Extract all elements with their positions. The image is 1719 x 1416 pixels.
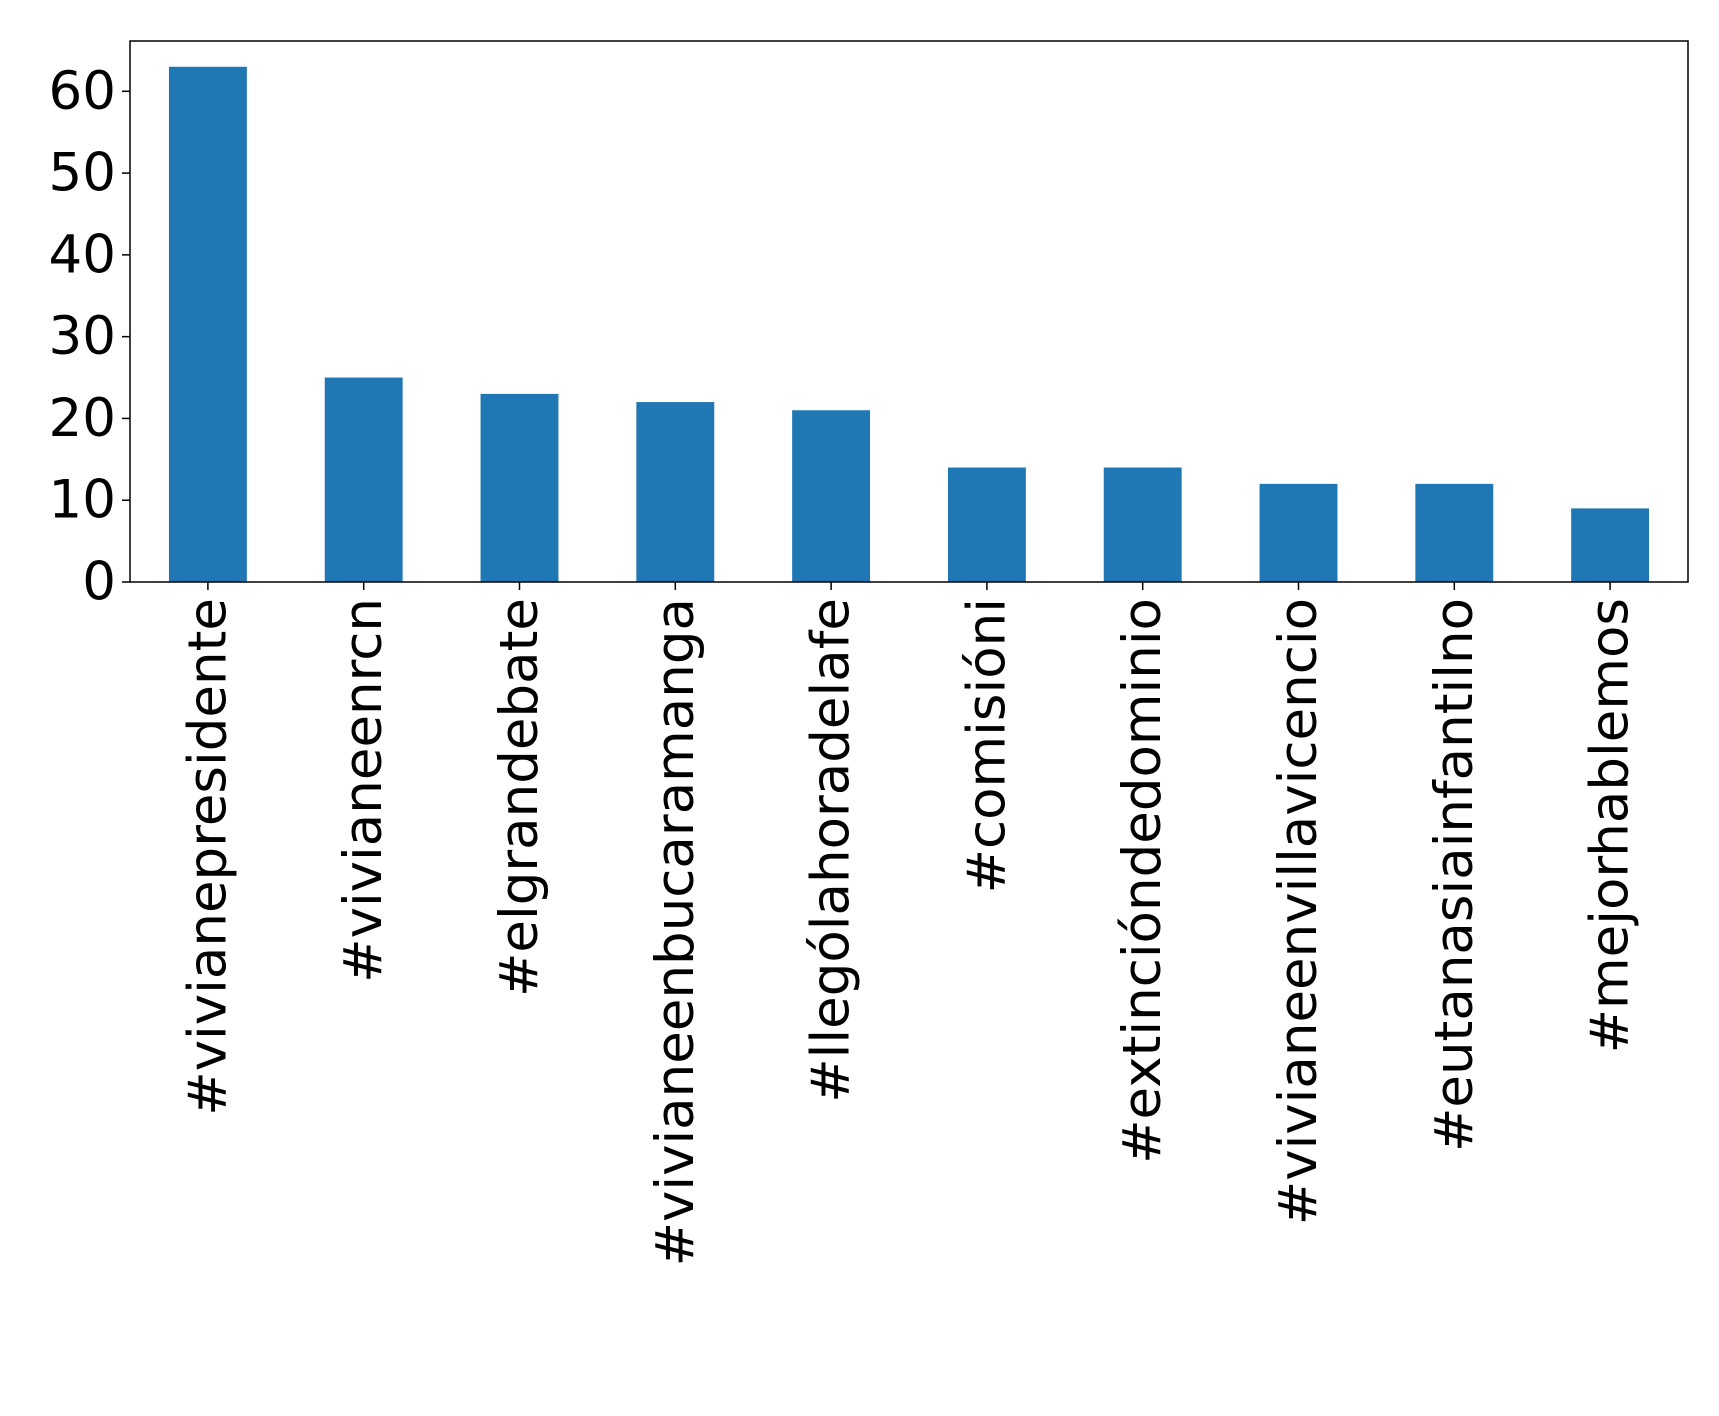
y-tick-label: 10: [49, 470, 116, 531]
bar: [1103, 467, 1182, 582]
x-tick-label: #llególahoradelafe: [801, 598, 862, 1103]
y-tick-label: 0: [82, 552, 116, 613]
plot-frame: [129, 40, 1689, 583]
bar: [324, 377, 403, 582]
bar: [1259, 483, 1338, 582]
bar: [947, 467, 1026, 582]
x-tick-label: #vivianepresidente: [177, 598, 238, 1116]
x-tick-label: #vivianeenrcn: [333, 598, 394, 983]
bar: [168, 66, 247, 582]
x-tick-label: #eutanasiainfantilno: [1424, 598, 1485, 1152]
x-tick-label: #vivianeenvillavicencio: [1268, 598, 1329, 1225]
y-tick-label: 40: [49, 224, 116, 285]
x-tick-label: #comisióni: [956, 598, 1017, 893]
x-tick-label: #vivianeenbucaramanga: [645, 598, 706, 1266]
bar: [1415, 483, 1494, 582]
x-tick-label: #extincióndedominio: [1112, 598, 1173, 1164]
bar: [792, 410, 871, 582]
bar: [636, 402, 715, 582]
bar: [1571, 508, 1650, 582]
x-tick-label: #mejorhablemos: [1580, 598, 1641, 1053]
y-tick-label: 20: [49, 388, 116, 449]
y-tick-label: 30: [49, 306, 116, 367]
y-tick-label: 60: [49, 61, 116, 122]
x-tick-label: #elgrandebate: [489, 598, 550, 997]
y-tick-label: 50: [49, 143, 116, 204]
bar: [480, 393, 559, 582]
